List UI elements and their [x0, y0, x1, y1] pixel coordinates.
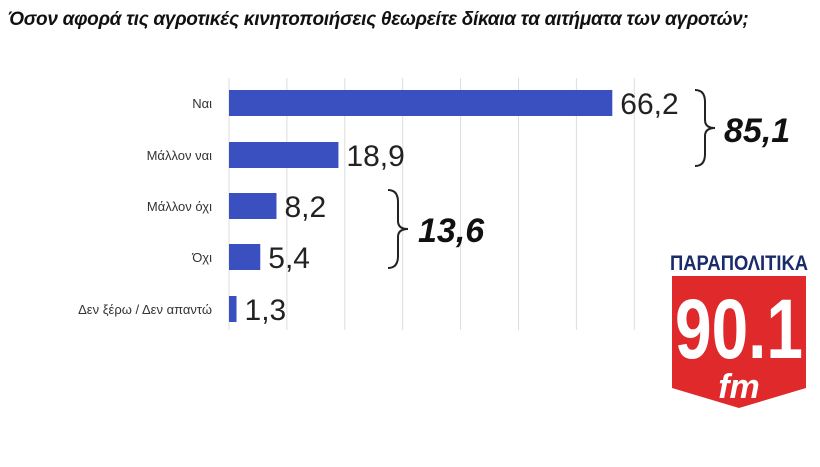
category-label: Μάλλον ναι [147, 148, 213, 163]
value-label: 18,9 [346, 140, 404, 173]
bar [229, 193, 277, 219]
chart-title: Όσον αφορά τις αγροτικές κινητοποιήσεις … [8, 9, 749, 30]
logo-frequency: 90.1 [675, 282, 803, 376]
bar [229, 90, 613, 116]
logo-brand: ΠΑΡΑΠΟΛΙΤΙΚΑ [670, 252, 808, 275]
bar [229, 142, 339, 168]
category-label: Μάλλον όχι [147, 199, 212, 214]
total-label: 85,1 [724, 112, 790, 150]
parapolitika-logo: ΠΑΡΑΠΟΛΙΤΙΚΑ 90.1 fm [670, 252, 808, 408]
value-label: 5,4 [268, 242, 310, 275]
bar [229, 244, 261, 270]
value-label: 1,3 [245, 294, 287, 327]
brace-85 [694, 89, 716, 167]
brace-13 [387, 189, 409, 269]
value-label: 8,2 [284, 191, 326, 224]
value-label: 66,2 [620, 88, 678, 121]
logo-shield [672, 276, 806, 408]
total-label: 13,6 [418, 212, 485, 250]
bar [229, 296, 237, 322]
category-label: Δεν ξέρω / Δεν απαντώ [78, 302, 212, 317]
category-label: Ναι [192, 96, 212, 111]
category-label: Όχι [191, 250, 212, 265]
logo-band: fm [718, 368, 760, 406]
